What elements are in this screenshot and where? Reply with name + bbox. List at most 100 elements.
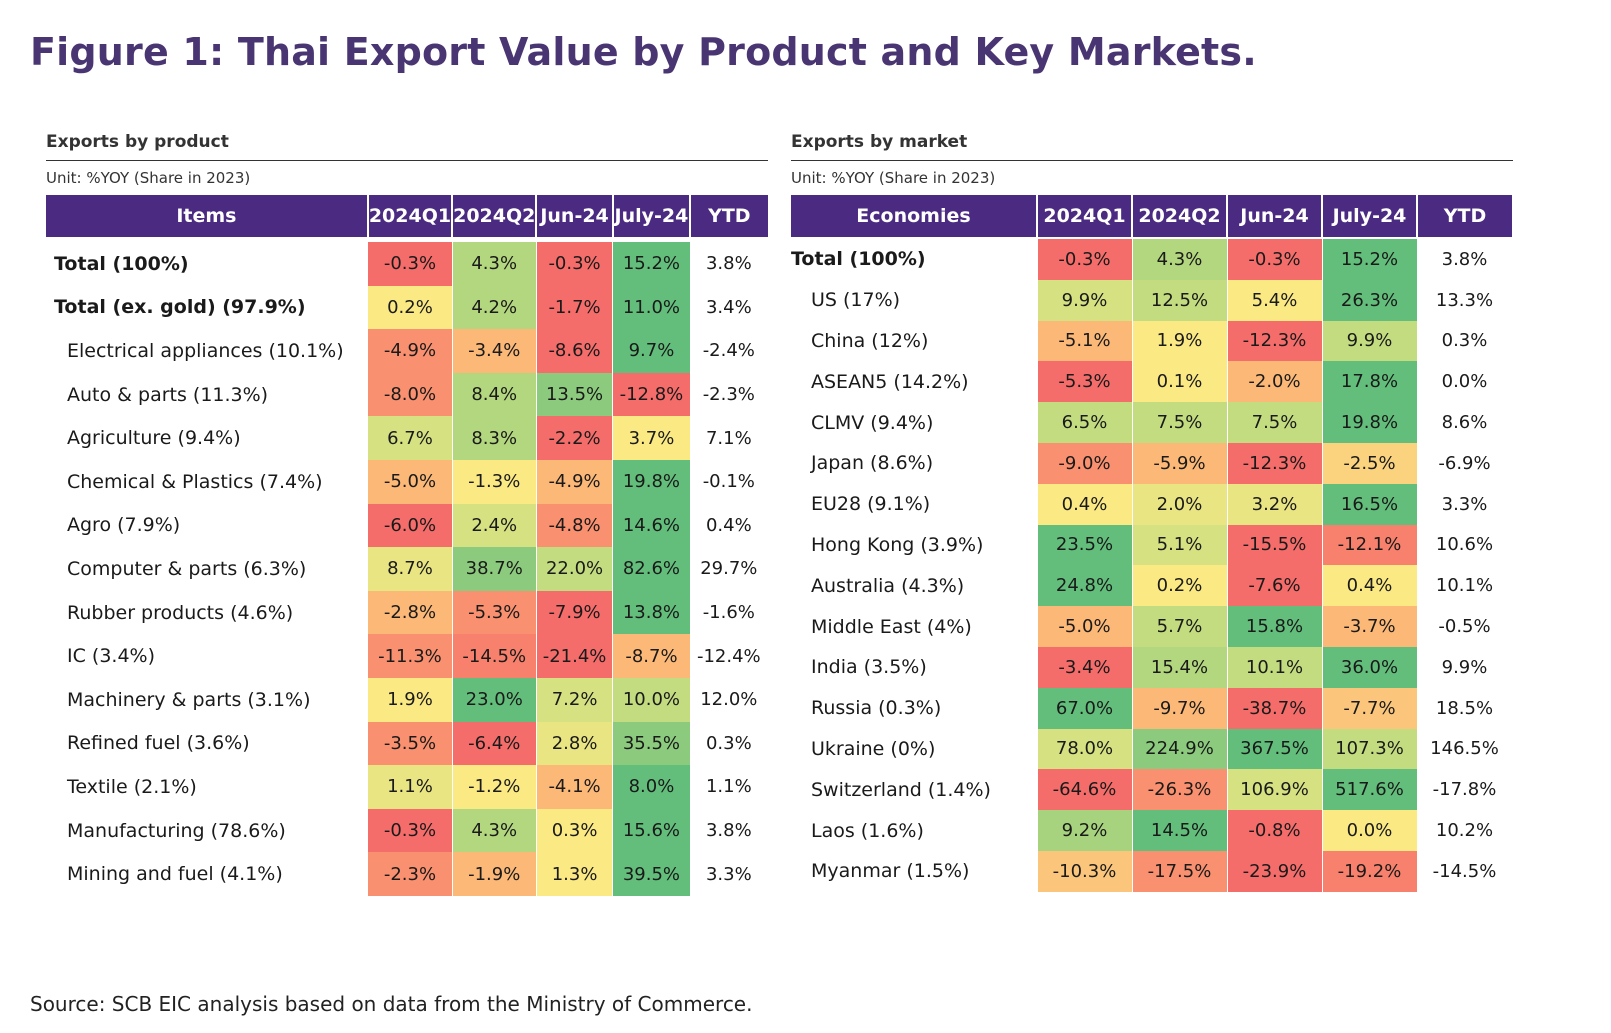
heat-cell: 0.4% <box>1322 565 1418 607</box>
heat-cell: -1.7% <box>536 285 614 330</box>
spacer-row <box>791 237 1513 239</box>
heat-cell: 1.9% <box>367 677 453 722</box>
ytd-cell: 3.3% <box>690 852 769 896</box>
heat-cell: -14.5% <box>452 634 537 678</box>
ytd-cell: -12.4% <box>690 634 769 678</box>
table-row: Rubber products (4.6%) -2.8% -5.3% -7.9% 13.… <box>46 590 769 635</box>
column-header: Jun-24 <box>536 195 614 237</box>
heat-cell: 9.9% <box>1322 320 1418 362</box>
exports-by-product-panel: Exports by product Unit: %YOY (Share in … <box>46 132 769 896</box>
heat-cell: 0.3% <box>536 808 614 853</box>
table-row: US (17%) 9.9% 12.5% 5.4% 26.3% 13.3% <box>791 279 1513 321</box>
table-row: Japan (8.6%) -9.0% -5.9% -12.3% -2.5% -6.9% <box>791 442 1513 484</box>
heat-cell: 14.6% <box>612 503 691 548</box>
row-label: Rubber products (4.6%) <box>46 590 369 635</box>
heat-cell: 1.1% <box>367 765 453 809</box>
heat-cell: 38.7% <box>452 547 537 591</box>
heat-cell: 4.3% <box>452 242 537 286</box>
heat-cell: 517.6% <box>1322 769 1418 811</box>
exports-by-market-panel: Exports by market Unit: %YOY (Share in 2… <box>791 132 1513 892</box>
row-label: Ukraine (0%) <box>791 728 1038 770</box>
heat-cell: 106.9% <box>1227 769 1323 811</box>
heat-cell: 26.3% <box>1322 279 1418 321</box>
ytd-cell: 3.8% <box>690 808 769 853</box>
heat-cell: -12.3% <box>1227 442 1323 484</box>
heat-cell: 6.7% <box>367 416 453 460</box>
market-table: Economies 2024Q1 2024Q2 Jun-24 July-24 YTD To… <box>791 195 1513 892</box>
heat-cell: -4.8% <box>536 503 614 548</box>
table-row: Agro (7.9%) -6.0% 2.4% -4.8% 14.6% 0.4% <box>46 503 769 548</box>
heat-cell: 7.5% <box>1227 402 1323 443</box>
heat-cell: 24.8% <box>1037 565 1133 607</box>
row-label: EU28 (9.1%) <box>791 483 1038 525</box>
heat-cell: -9.0% <box>1037 442 1133 484</box>
heat-cell: -17.5% <box>1132 850 1228 892</box>
ytd-cell: -2.4% <box>690 329 769 373</box>
heat-cell: 19.8% <box>1322 402 1418 443</box>
panel-title: Exports by market <box>791 132 1513 161</box>
heat-cell: 13.5% <box>536 372 614 417</box>
heat-cell: -12.3% <box>1227 320 1323 362</box>
heat-cell: -12.1% <box>1322 524 1418 566</box>
ytd-cell: 18.5% <box>1417 687 1513 729</box>
row-label: Russia (0.3%) <box>791 687 1038 729</box>
heat-cell: 15.2% <box>1322 239 1418 280</box>
heat-cell: 224.9% <box>1132 728 1228 770</box>
ytd-cell: 10.2% <box>1417 810 1513 851</box>
heat-cell: 15.4% <box>1132 646 1228 688</box>
heat-cell: 19.8% <box>612 459 691 504</box>
spacer-cell <box>46 237 768 242</box>
product-table: Items 2024Q1 2024Q2 Jun-24 July-24 YTD Total … <box>46 195 769 896</box>
row-label: Hong Kong (3.9%) <box>791 524 1038 566</box>
ytd-cell: 12.0% <box>690 677 769 722</box>
ytd-cell: -6.9% <box>1417 442 1513 484</box>
heat-cell: 14.5% <box>1132 810 1228 851</box>
heat-cell: -38.7% <box>1227 687 1323 729</box>
heat-cell: 82.6% <box>612 547 691 591</box>
heat-cell: -5.9% <box>1132 442 1228 484</box>
heat-cell: 39.5% <box>612 852 691 896</box>
heat-cell: -4.1% <box>536 765 614 809</box>
heat-cell: -3.5% <box>367 721 453 766</box>
column-header: Items <box>46 195 369 237</box>
table-row: Electrical appliances (10.1%) -4.9% -3.4% -… <box>46 329 769 373</box>
panel-title: Exports by product <box>46 132 768 161</box>
heat-cell: 367.5% <box>1227 728 1323 770</box>
table-row: IC (3.4%) -11.3% -14.5% -21.4% -8.7% -12.4% <box>46 634 769 678</box>
heat-cell: 0.2% <box>367 285 453 330</box>
heat-cell: -5.1% <box>1037 320 1133 362</box>
ytd-cell: -17.8% <box>1417 769 1513 811</box>
ytd-cell: 10.1% <box>1417 565 1513 607</box>
ytd-cell: 8.6% <box>1417 402 1513 443</box>
column-header: 2024Q2 <box>452 195 538 237</box>
heat-cell: -15.5% <box>1227 524 1323 566</box>
panel-unit: Unit: %YOY (Share in 2023) <box>46 169 251 187</box>
heat-cell: -8.0% <box>367 372 453 417</box>
table-row: ASEAN5 (14.2%) -5.3% 0.1% -2.0% 17.8% 0.0% <box>791 361 1513 403</box>
row-label: Manufacturing (78.6%) <box>46 808 369 853</box>
heat-cell: 15.6% <box>612 808 691 853</box>
heat-cell: 1.9% <box>1132 320 1228 362</box>
heat-cell: -8.7% <box>612 634 691 678</box>
heat-cell: -0.3% <box>367 808 453 853</box>
table-row: Computer & parts (6.3%) 8.7% 38.7% 22.0% 82.… <box>46 547 769 591</box>
row-label: Textile (2.1%) <box>46 765 369 809</box>
row-label: Laos (1.6%) <box>791 810 1038 851</box>
ytd-cell: -2.3% <box>690 372 769 417</box>
heat-cell: 67.0% <box>1037 687 1133 729</box>
heat-cell: -64.6% <box>1037 769 1133 811</box>
heat-cell: 23.5% <box>1037 524 1133 566</box>
heat-cell: -3.4% <box>1037 646 1133 688</box>
column-header: YTD <box>1417 195 1512 237</box>
heat-cell: 13.8% <box>612 590 691 635</box>
heat-cell: 6.5% <box>1037 402 1133 443</box>
row-label: Australia (4.3%) <box>791 565 1038 607</box>
heat-cell: -1.9% <box>452 852 537 896</box>
heat-cell: 15.2% <box>612 242 691 286</box>
heat-cell: -8.6% <box>536 329 614 373</box>
row-label: Total (100%) <box>791 239 1038 280</box>
row-label: Mining and fuel (4.1%) <box>46 852 369 896</box>
heat-cell: -9.7% <box>1132 687 1228 729</box>
heat-cell: 5.7% <box>1132 606 1228 647</box>
table-row: Switzerland (1.4%) -64.6% -26.3% 106.9% 517.… <box>791 769 1513 811</box>
